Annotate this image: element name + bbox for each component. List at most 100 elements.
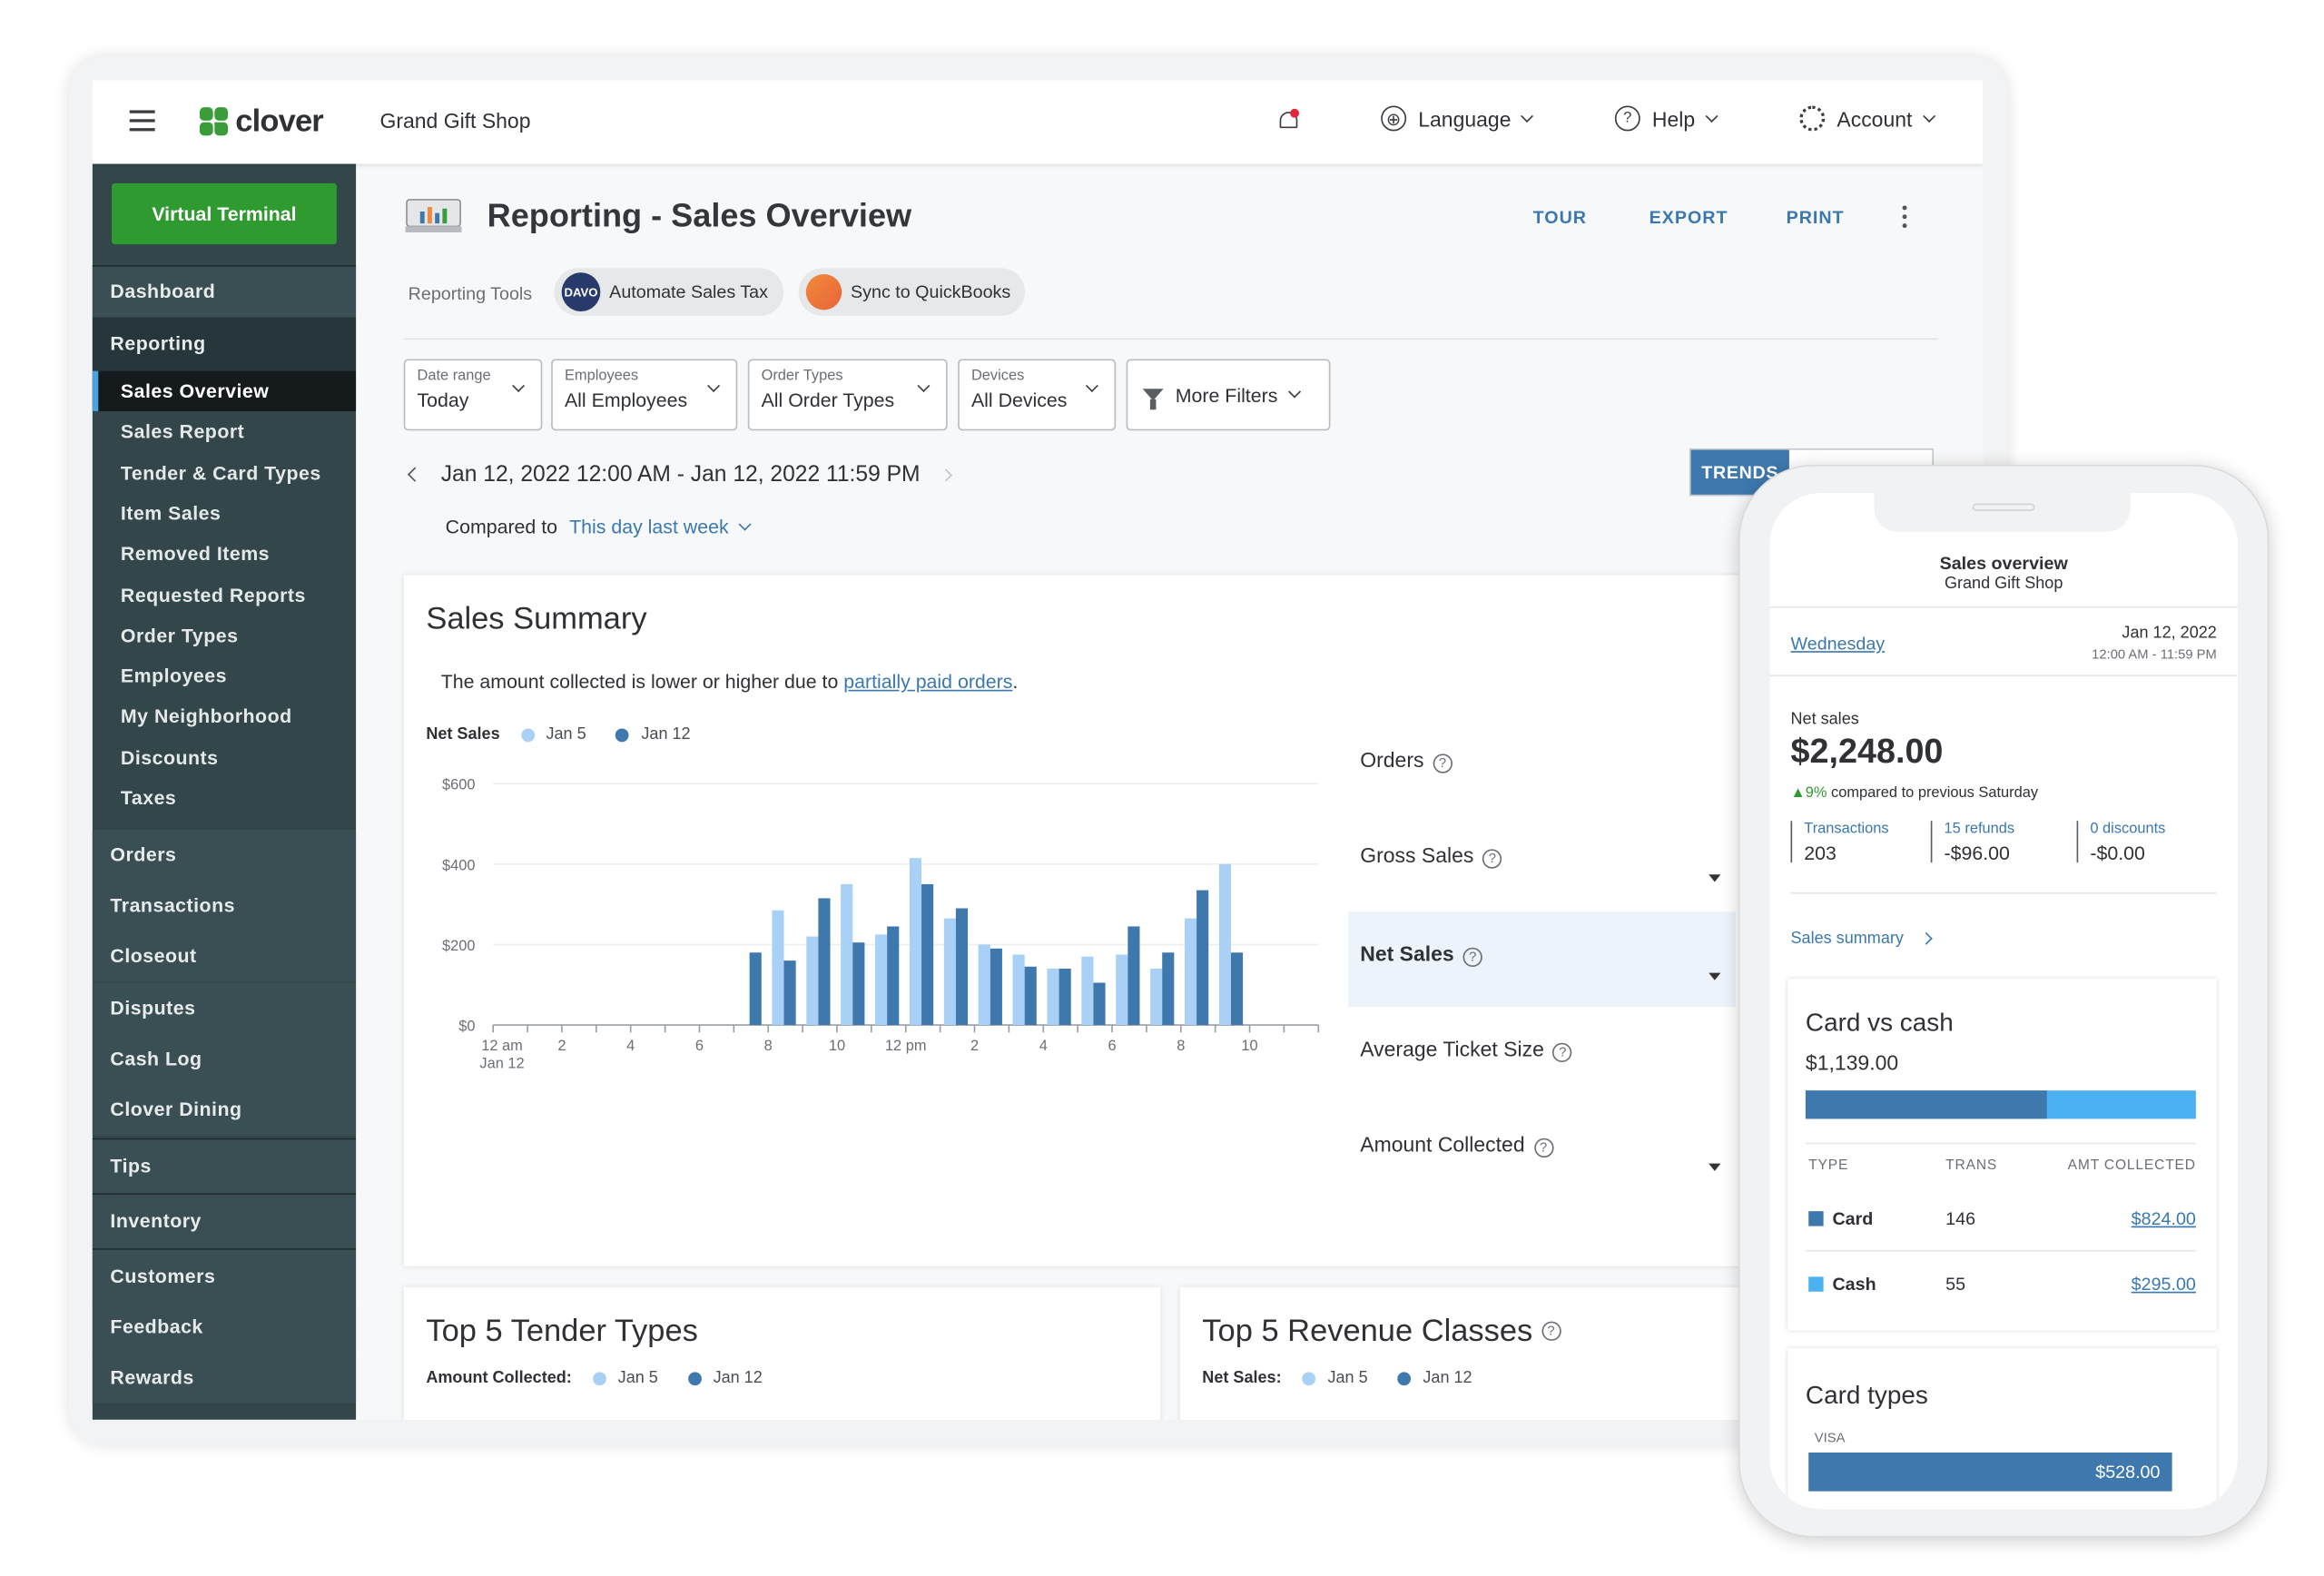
metric-orders[interactable]: Orders? <box>1348 718 1736 813</box>
bar-jan5-12 <box>909 858 922 1026</box>
employees-filter[interactable]: Employees All Employees <box>551 359 738 431</box>
sidebar-item-requested-reports[interactable]: Requested Reports <box>120 583 306 606</box>
tender-types-card: Top 5 Tender Types Amount Collected: Jan… <box>403 1286 1161 1420</box>
devices-filter[interactable]: Devices All Devices <box>958 359 1117 431</box>
sidebar-item-sales-overview[interactable]: Sales Overview <box>92 370 357 411</box>
stat-label: 15 refunds <box>1944 821 2015 838</box>
filter-icon <box>1142 389 1164 410</box>
bar-jan12-15 <box>1024 966 1037 1026</box>
help-icon[interactable]: ? <box>1541 1321 1561 1341</box>
quickbooks-label: Sync to QuickBooks <box>851 281 1011 303</box>
quickbooks-chip[interactable]: Sync to QuickBooks <box>798 268 1026 316</box>
export-link[interactable]: EXPORT <box>1649 207 1728 229</box>
language-menu[interactable]: ⊕ Language <box>1381 105 1534 132</box>
shop-name: Grand Gift Shop <box>379 108 531 133</box>
bar-jan5-11 <box>875 934 888 1026</box>
help-icon[interactable]: ? <box>1552 1042 1573 1063</box>
tour-link[interactable]: TOUR <box>1532 207 1588 229</box>
chevron-down-icon <box>1521 109 1534 123</box>
card-title-text: Top 5 Revenue Classes <box>1202 1314 1533 1349</box>
y-tick-label: $200 <box>442 938 476 954</box>
sidebar-item-dashboard[interactable]: Dashboard <box>92 266 357 318</box>
menu-icon[interactable] <box>129 110 155 132</box>
sidebar-item-tender-card-types[interactable]: Tender & Card Types <box>120 461 321 484</box>
more-filters-button[interactable]: More Filters <box>1126 359 1331 431</box>
sidebar-item-my-neighborhood[interactable]: My Neighborhood <box>120 704 292 728</box>
order-types-filter[interactable]: Order Types All Order Types <box>747 359 948 431</box>
legend-dot-jan5 <box>1302 1371 1316 1385</box>
sidebar-item-disputes[interactable]: Disputes <box>92 983 357 1034</box>
sidebar-item-closeout[interactable]: Closeout <box>92 931 357 982</box>
prev-date-icon[interactable] <box>407 467 423 482</box>
report-icon <box>405 199 462 233</box>
legend-jan5: Jan 5 <box>1327 1369 1368 1387</box>
legend-jan5: Jan 5 <box>546 725 586 744</box>
help-menu[interactable]: ? Help <box>1614 105 1718 132</box>
row-trans: 146 <box>1945 1207 1976 1229</box>
metric-net-sales[interactable]: Net Sales? <box>1348 911 1736 1008</box>
legend-jan5: Jan 5 <box>617 1369 658 1387</box>
sidebar-item-clover-dining[interactable]: Clover Dining <box>92 1084 357 1136</box>
account-menu[interactable]: Account <box>1799 105 1935 132</box>
sidebar-item-taxes[interactable]: Taxes <box>120 786 177 810</box>
main-content: Reporting - Sales Overview TOUR EXPORT P… <box>356 163 1984 1420</box>
bell-icon[interactable] <box>1278 108 1299 133</box>
up-arrow-icon: ▲ <box>1790 784 1806 802</box>
dropdown-caret-icon[interactable] <box>1709 972 1721 980</box>
virtual-terminal-button[interactable]: Virtual Terminal <box>112 182 337 245</box>
compare-period-select[interactable]: This day last week <box>569 515 729 538</box>
x-tick-label: 8 <box>764 1038 773 1054</box>
help-icon[interactable]: ? <box>1433 754 1452 773</box>
bar-jan5-9 <box>806 936 819 1026</box>
sidebar-item-tips[interactable]: Tips <box>92 1139 357 1194</box>
x-tick-label: 6 <box>1108 1038 1116 1054</box>
help-icon[interactable]: ? <box>1462 947 1482 968</box>
sidebar-item-inventory[interactable]: Inventory <box>92 1195 357 1249</box>
next-date-icon[interactable] <box>939 468 952 481</box>
print-link[interactable]: PRINT <box>1786 207 1845 229</box>
notification-dot <box>1290 108 1299 118</box>
sidebar-item-reporting[interactable]: Reporting <box>92 317 357 371</box>
sidebar-item-sales-report[interactable]: Sales Report <box>120 420 245 443</box>
metric-gross-sales[interactable]: Gross Sales? <box>1348 813 1736 909</box>
date-range-filter[interactable]: Date range Today <box>403 359 543 431</box>
more-options-icon[interactable] <box>1902 205 1909 229</box>
davo-chip[interactable]: DAVO Automate Sales Tax <box>554 268 783 316</box>
sidebar-item-transactions[interactable]: Transactions <box>92 880 357 931</box>
sidebar-item-rewards[interactable]: Rewards <box>92 1351 357 1404</box>
dropdown-caret-icon[interactable] <box>1709 1163 1721 1171</box>
clover-logo[interactable]: clover <box>199 102 324 143</box>
day-link[interactable]: Wednesday <box>1790 633 1886 655</box>
help-icon[interactable]: ? <box>1482 849 1502 869</box>
sidebar-item-item-sales[interactable]: Item Sales <box>120 501 222 525</box>
sales-summary-link[interactable]: Sales summary <box>1791 930 1933 948</box>
sidebar-item-feedback[interactable]: Feedback <box>92 1300 357 1354</box>
card-title: Sales Summary <box>426 601 647 636</box>
row-amt-link[interactable]: $295.00 <box>2131 1274 2196 1295</box>
sidebar-item-cash-log[interactable]: Cash Log <box>92 1033 357 1085</box>
filter-value: All Employees <box>564 389 688 411</box>
bar-jan5-17 <box>1081 956 1094 1026</box>
dropdown-caret-icon[interactable] <box>1709 874 1721 882</box>
help-label: Help <box>1651 106 1696 131</box>
filter-label: Date range <box>417 368 491 385</box>
col-type: TYPE <box>1808 1157 1849 1175</box>
compared-to-label: Compared to <box>445 515 558 538</box>
sidebar-item-customers[interactable]: Customers <box>92 1249 357 1303</box>
bar-jan5-14 <box>978 944 990 1026</box>
legend-title: Net Sales <box>426 725 500 744</box>
phone-notch <box>1874 493 2131 532</box>
partially-paid-link[interactable]: partially paid orders <box>843 670 1013 694</box>
sidebar-item-employees[interactable]: Employees <box>120 665 228 687</box>
bar-jan12-20 <box>1196 890 1209 1026</box>
x-tick-label: 2 <box>557 1038 566 1054</box>
sidebar-item-order-types[interactable]: Order Types <box>120 624 239 646</box>
metric-amount-collected[interactable]: Amount Collected? <box>1348 1102 1736 1197</box>
metric-average-ticket-size[interactable]: Average Ticket Size? <box>1348 1007 1736 1102</box>
sidebar-item-removed-items[interactable]: Removed Items <box>120 542 271 566</box>
help-icon[interactable]: ? <box>1533 1138 1553 1158</box>
row-amt-link[interactable]: $824.00 <box>2131 1207 2196 1229</box>
sidebar-item-orders[interactable]: Orders <box>92 830 357 881</box>
sidebar-item-discounts[interactable]: Discounts <box>120 745 219 769</box>
